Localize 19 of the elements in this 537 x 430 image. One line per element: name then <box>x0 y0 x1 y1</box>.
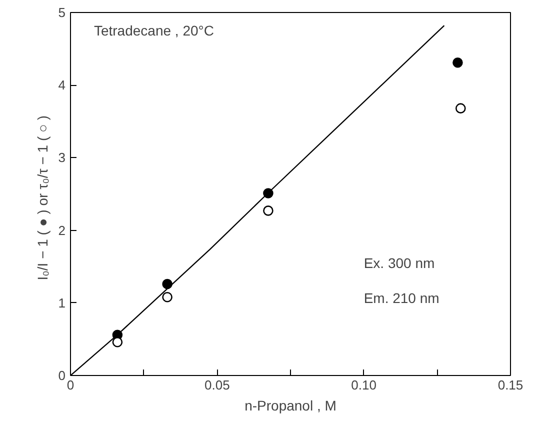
point <box>263 206 274 216</box>
y-tick-label: 4 <box>58 78 66 93</box>
y-tick-label: 1 <box>58 295 66 310</box>
x-axis-title: n-Propanol , M <box>244 398 336 414</box>
x-tick-label: 0.10 <box>351 378 376 392</box>
annotation: Ex. 300 nm <box>364 254 435 271</box>
point <box>112 336 123 348</box>
y-tick-label: 5 <box>58 5 66 20</box>
point <box>452 57 463 68</box>
point <box>455 103 466 114</box>
y-axis-title: I₀/I − 1 ( ● ) or τ₀/τ − 1 ( ○ ) <box>34 115 50 280</box>
annotation: Em. 210 nm <box>364 290 440 306</box>
point <box>162 292 172 302</box>
x-tick-label: 0.15 <box>498 378 524 392</box>
annotation: Tetradecane , 20°C <box>94 22 214 39</box>
y-tick-label: 3 <box>58 150 66 166</box>
y-tick-label: 0 <box>58 368 66 383</box>
x-tick-label: 0.05 <box>204 378 230 392</box>
y-tick-label: 2 <box>58 222 66 238</box>
